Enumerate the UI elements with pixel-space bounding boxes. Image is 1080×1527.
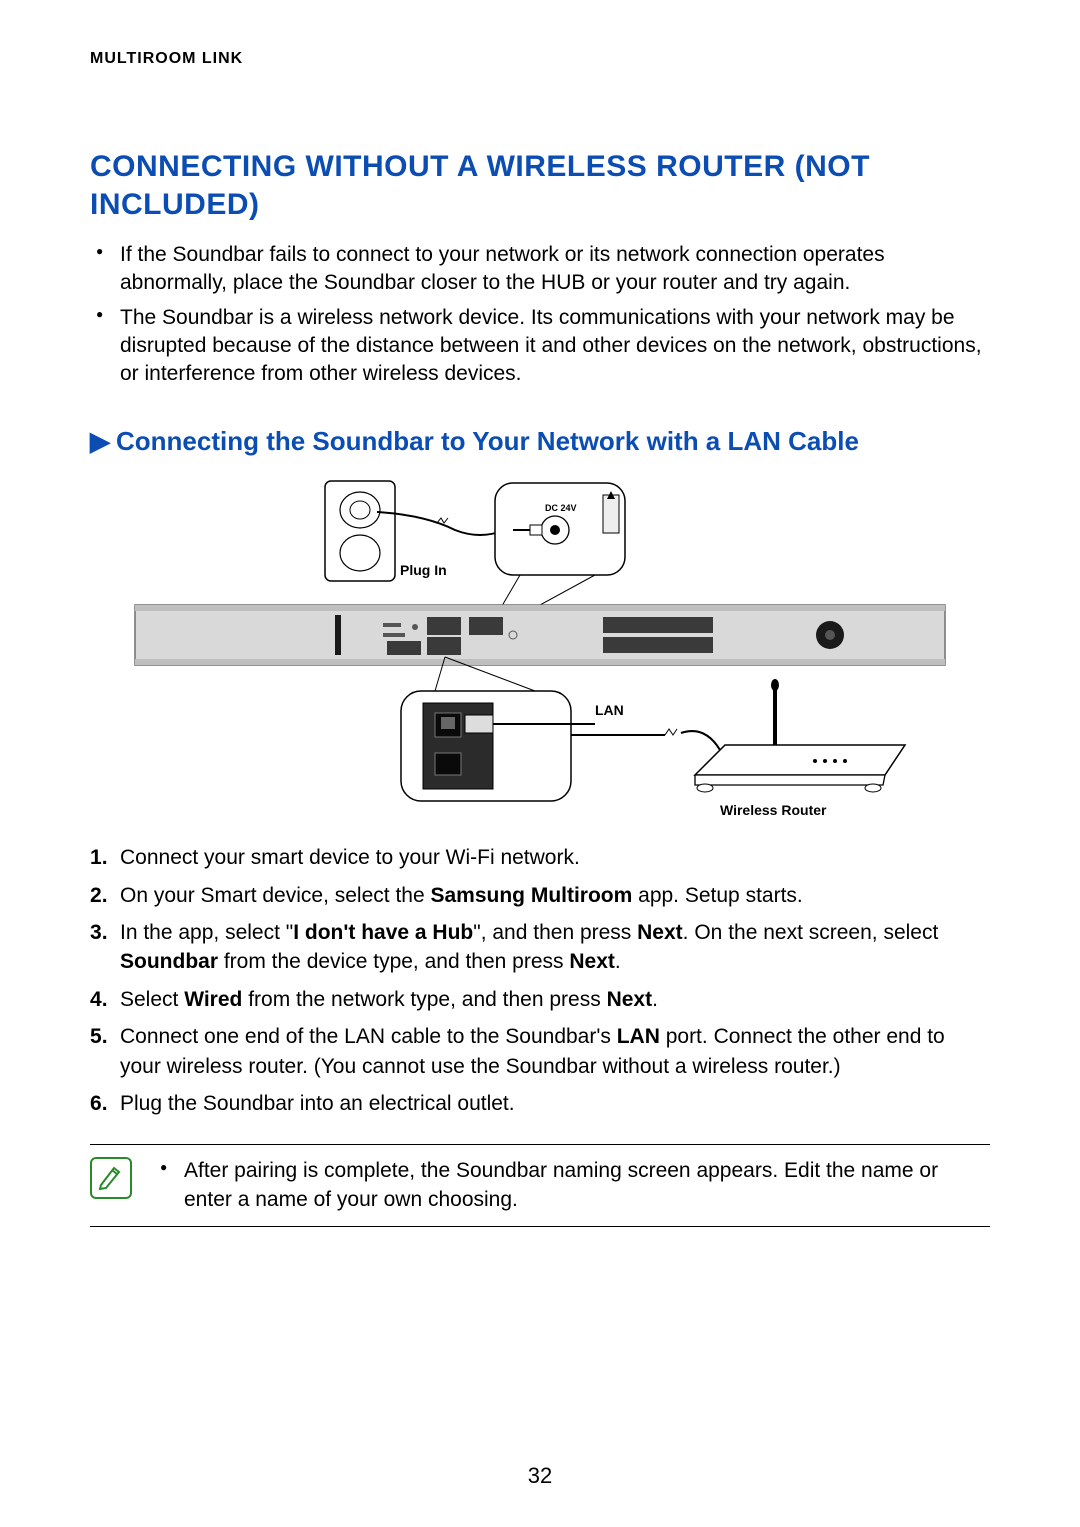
dc-in-callout: DC 24V xyxy=(495,483,625,575)
intro-bullet: The Soundbar is a wireless network devic… xyxy=(120,304,990,389)
wireless-router-label: Wireless Router xyxy=(720,802,827,818)
connection-diagram: DC 24V Plug In xyxy=(90,475,990,825)
step-item: In the app, select "I don't have a Hub",… xyxy=(120,918,990,977)
section-header: MULTIROOM LINK xyxy=(90,50,990,68)
note-icon xyxy=(90,1157,132,1199)
wall-outlet-icon xyxy=(325,481,395,581)
page-title: CONNECTING WITHOUT A WIRELESS ROUTER (NO… xyxy=(90,148,990,223)
step-item: Connect one end of the LAN cable to the … xyxy=(120,1022,990,1081)
step-item: Connect your smart device to your Wi-Fi … xyxy=(120,843,990,872)
note-text: After pairing is complete, the Soundbar … xyxy=(160,1157,990,1214)
subheading-arrow-icon: ▶ xyxy=(90,425,110,458)
wireless-router-icon xyxy=(695,679,905,792)
plug-in-label: Plug In xyxy=(400,562,447,578)
intro-bullet: If the Soundbar fails to connect to your… xyxy=(120,241,990,298)
soundbar-icon xyxy=(135,605,945,665)
page-number: 32 xyxy=(0,1463,1080,1489)
step-item: Select Wired from the network type, and … xyxy=(120,985,990,1014)
dc24v-label: DC 24V xyxy=(545,503,577,513)
lan-label: LAN xyxy=(595,702,624,718)
power-cable-icon xyxy=(377,512,505,535)
step-item: On your Smart device, select the Samsung… xyxy=(120,881,990,910)
subheading: ▶ Connecting the Soundbar to Your Networ… xyxy=(90,425,990,458)
subheading-text: Connecting the Soundbar to Your Network … xyxy=(116,425,859,458)
step-item: Plug the Soundbar into an electrical out… xyxy=(120,1089,990,1118)
intro-bullet-list: If the Soundbar fails to connect to your… xyxy=(90,241,990,389)
steps-list: Connect your smart device to your Wi-Fi … xyxy=(90,843,990,1118)
lan-callout xyxy=(401,691,595,801)
note-block: After pairing is complete, the Soundbar … xyxy=(90,1144,990,1227)
